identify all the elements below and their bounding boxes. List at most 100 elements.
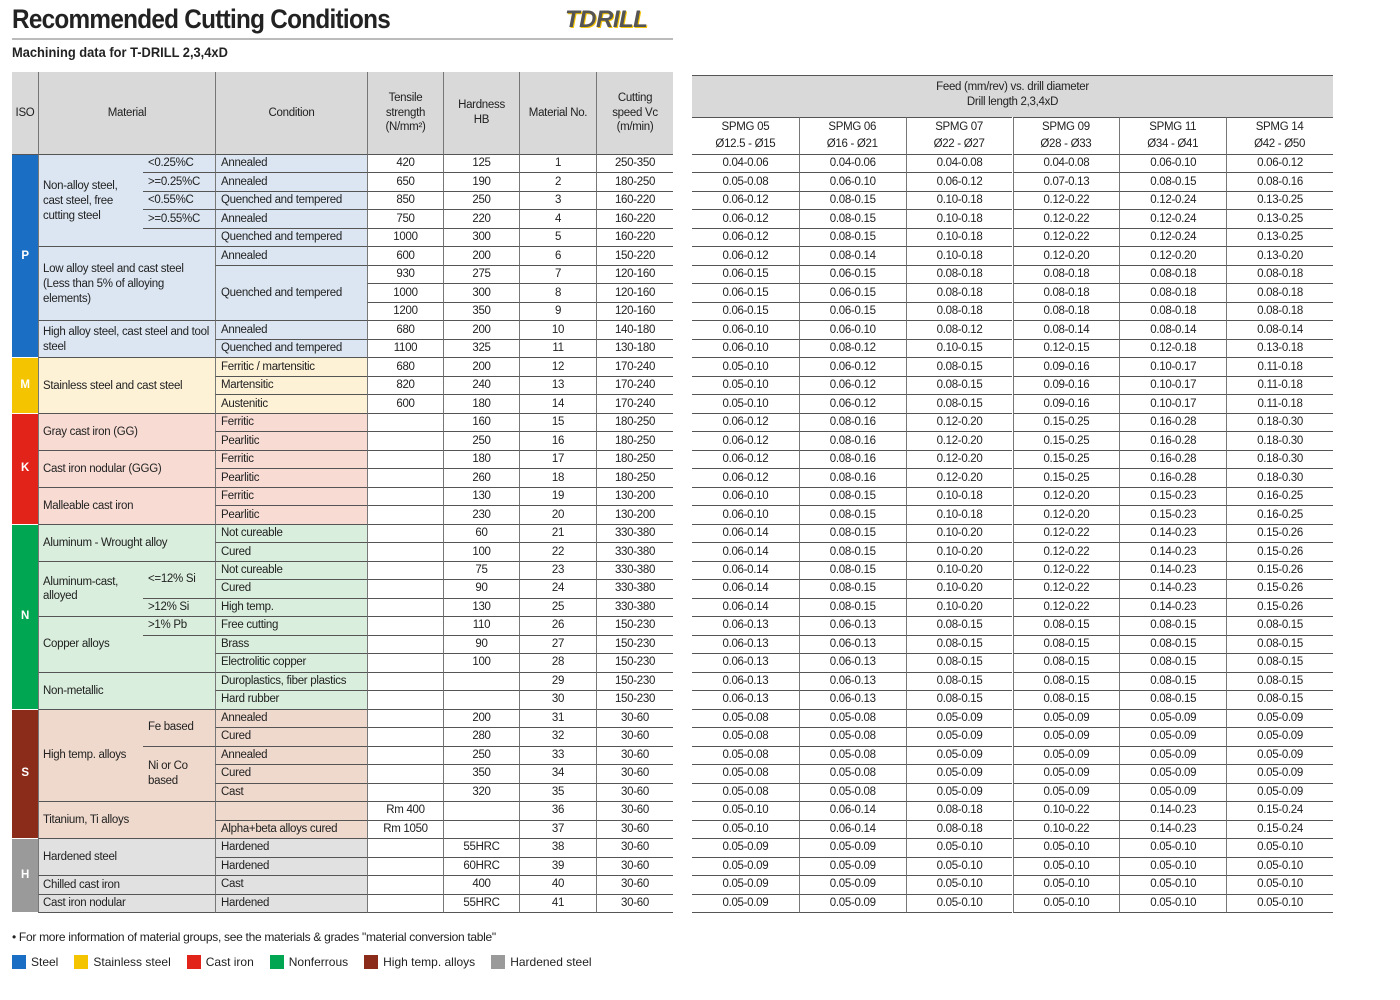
data-cell: 200 — [443, 709, 519, 729]
feed-cell: 0.05-0.10 — [1226, 894, 1333, 913]
feed-cell: 0.08-0.18 — [905, 302, 1013, 322]
iso-cell: K — [12, 413, 38, 525]
material-cell — [38, 709, 215, 803]
feed-cell: 0.15-0.25 — [1012, 413, 1120, 433]
legend: Steel Stainless steel Cast iron Nonferrous H… — [12, 955, 592, 969]
feed-cell: 0.05-0.09 — [1119, 709, 1227, 729]
data-cell: 150-230 — [596, 617, 673, 636]
data-cell: 120-160 — [596, 284, 673, 303]
data-cell: 820 — [367, 376, 443, 396]
legend-label: Hardened steel — [510, 955, 592, 969]
feed-cell: 0.14-0.23 — [1119, 802, 1227, 821]
feed-cell: 0.05-0.08 — [692, 765, 799, 784]
feed-cell: 0.08-0.18 — [1012, 284, 1120, 303]
data-cell: 930 — [367, 265, 443, 285]
condition-cell: Quenched and tempered — [215, 228, 367, 248]
data-cell: 330-380 — [596, 561, 673, 581]
feed-cell: 0.06-0.13 — [798, 654, 906, 673]
feed-cell: 0.08-0.14 — [1226, 321, 1333, 340]
feed-cell: 0.08-0.18 — [905, 265, 1013, 285]
condition-cell: Cured — [215, 728, 367, 747]
feed-cell: 0.08-0.15 — [1012, 617, 1120, 636]
data-cell — [367, 561, 443, 581]
data-cell — [367, 894, 443, 913]
feed-cell: 0.08-0.15 — [1119, 691, 1227, 710]
data-cell: 130 — [443, 487, 519, 507]
data-cell: 32 — [519, 728, 596, 747]
data-cell: 180 — [443, 395, 519, 414]
feed-cell: 0.06-0.12 — [692, 451, 799, 470]
feed-cell: 0.06-0.15 — [798, 265, 906, 285]
material-label: Stainless steel and cast steel — [43, 379, 183, 392]
feed-cell: 0.18-0.30 — [1226, 450, 1333, 470]
data-cell: 55HRC — [443, 894, 519, 913]
column-range: Ø28 - Ø33 — [1040, 138, 1092, 151]
data-cell: 19 — [519, 487, 596, 507]
header-cell: ISO — [12, 72, 38, 155]
feed-cell: 0.10-0.18 — [905, 191, 1013, 211]
data-cell: 30-60 — [596, 820, 673, 840]
condition-cell: High temp. — [215, 598, 367, 618]
feed-cell: 0.08-0.15 — [798, 543, 906, 562]
data-cell: 55HRC — [443, 839, 519, 858]
feed-cell: 0.08-0.15 — [1226, 691, 1333, 710]
feed-cell: 0.06-0.10 — [692, 340, 799, 359]
feed-cell: 0.18-0.30 — [1226, 469, 1333, 488]
data-cell: 180 — [443, 450, 519, 470]
data-cell: 130-180 — [596, 339, 673, 359]
feed-cell: 0.08-0.15 — [1119, 672, 1227, 692]
data-cell: 150-220 — [596, 247, 673, 266]
feed-cell: 0.05-0.10 — [1119, 857, 1227, 877]
material-label: Hardened steel — [43, 851, 117, 864]
data-cell: 26 — [519, 617, 596, 636]
condition-cell: Annealed — [215, 247, 367, 266]
condition-cell: Hardened — [215, 894, 367, 913]
feed-cell: 0.16-0.28 — [1119, 432, 1227, 451]
feed-cell: 0.05-0.09 — [1226, 746, 1333, 766]
data-cell: 350 — [443, 302, 519, 322]
iso-cell: M — [12, 358, 38, 414]
feed-cell: 0.13-0.25 — [1226, 228, 1333, 248]
condition-cell: Not cureable — [215, 524, 367, 544]
condition-cell — [215, 802, 367, 821]
feed-cell: 0.08-0.12 — [798, 339, 906, 359]
header-cell: Cutting speed Vc (m/min) — [596, 72, 673, 155]
column-range: Ø42 - Ø50 — [1254, 138, 1306, 151]
data-cell: 24 — [519, 580, 596, 599]
data-cell: 200 — [443, 358, 519, 377]
feed-cell: 0.05-0.10 — [905, 894, 1013, 913]
data-cell: 160-220 — [596, 210, 673, 229]
data-cell: 10 — [519, 321, 596, 340]
data-cell — [367, 635, 443, 655]
material-cell — [38, 450, 215, 488]
feed-cell: 0.16-0.28 — [1119, 469, 1227, 488]
feed-cell: 0.05-0.10 — [692, 802, 799, 821]
data-cell: 180-250 — [596, 413, 673, 433]
data-cell: 275 — [443, 265, 519, 285]
feed-cell: 0.05-0.10 — [1012, 857, 1120, 877]
feed-cell: 0.06-0.13 — [692, 636, 799, 655]
data-cell: 12 — [519, 358, 596, 377]
legend-swatch — [186, 955, 201, 969]
data-cell: 680 — [367, 358, 443, 377]
material-sub-label: >=0.55%C — [143, 210, 215, 229]
data-cell: 15 — [519, 413, 596, 433]
data-cell — [443, 802, 519, 821]
legend-swatch — [491, 955, 506, 969]
condition-cell: Free cutting — [215, 617, 367, 636]
material-label: High alloy steel, cast steel and tool st… — [43, 325, 209, 353]
iso-cell: S — [12, 709, 38, 840]
feed-cell: 0.14-0.23 — [1119, 524, 1227, 544]
feed-cell: 0.08-0.18 — [905, 284, 1013, 303]
feed-cell: 0.08-0.15 — [905, 635, 1013, 655]
data-cell: 180-250 — [596, 432, 673, 451]
feed-cell: 0.08-0.18 — [905, 802, 1013, 821]
feed-cell: 0.06-0.12 — [692, 432, 799, 451]
data-cell: 170-240 — [596, 395, 673, 414]
feed-cell: 0.05-0.09 — [1226, 783, 1333, 803]
feed-cell: 0.12-0.22 — [1012, 228, 1120, 248]
data-cell — [367, 432, 443, 451]
data-cell: 11 — [519, 339, 596, 359]
feed-cell: 0.08-0.15 — [905, 654, 1013, 673]
feed-cell: 0.05-0.10 — [1226, 876, 1333, 895]
